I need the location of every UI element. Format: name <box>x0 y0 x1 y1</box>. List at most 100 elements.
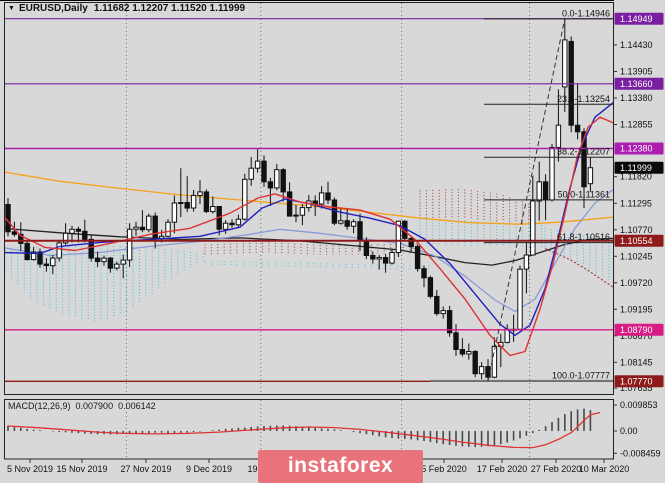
macd-pane[interactable] <box>7 408 601 449</box>
price-badge <box>614 161 664 174</box>
price-tick-label: 1.14430 <box>620 40 653 50</box>
candle-body[interactable] <box>370 255 376 260</box>
candle-body[interactable] <box>133 226 139 230</box>
candle-body[interactable] <box>581 131 587 188</box>
candle-body[interactable] <box>242 178 248 220</box>
candle-body[interactable] <box>11 231 18 235</box>
candle-body[interactable] <box>446 310 453 334</box>
candle-body[interactable] <box>62 232 69 244</box>
candle-body[interactable] <box>197 191 203 196</box>
candle-body[interactable] <box>75 228 82 232</box>
candle-body[interactable] <box>299 207 306 216</box>
candle-body[interactable] <box>190 194 197 209</box>
candle-body[interactable] <box>408 237 414 247</box>
price-axis[interactable]: 1.14430 1.13905 1.13380 1.12855 1.11820 1.112… <box>613 0 665 483</box>
candle-body[interactable] <box>293 214 299 217</box>
candle-body[interactable] <box>254 160 261 169</box>
candle-body[interactable] <box>466 351 472 355</box>
price-badge <box>614 323 664 336</box>
candle-body[interactable] <box>56 242 62 259</box>
candle-body[interactable] <box>286 191 293 217</box>
candle-body[interactable] <box>18 233 24 244</box>
candle-body[interactable] <box>472 351 478 375</box>
candle-body[interactable] <box>101 257 107 263</box>
candle-body[interactable] <box>478 366 485 375</box>
candle-body[interactable] <box>184 202 190 209</box>
candle-body[interactable] <box>280 169 286 193</box>
candle-body[interactable] <box>235 218 242 226</box>
candle-body[interactable] <box>261 160 267 183</box>
candle-body[interactable] <box>357 221 363 242</box>
candle-body[interactable] <box>178 202 184 204</box>
candlesticks[interactable] <box>5 18 594 381</box>
candle-body[interactable] <box>248 167 254 180</box>
candle-body[interactable] <box>50 257 56 267</box>
symbol-dropdown-icon[interactable]: ▼ <box>8 5 15 12</box>
candle-body[interactable] <box>146 215 152 231</box>
candle-body[interactable] <box>229 222 235 226</box>
candle-body[interactable] <box>24 242 30 261</box>
candle-body[interactable] <box>120 259 126 265</box>
candle-body[interactable] <box>491 345 498 378</box>
fib-level-label: 100.0-1.07777 <box>552 370 610 380</box>
candle-body[interactable] <box>171 202 178 223</box>
candle-body[interactable] <box>312 200 318 205</box>
candle-body[interactable] <box>344 220 350 227</box>
candle-body[interactable] <box>517 268 523 330</box>
candle-body[interactable] <box>222 222 229 230</box>
fib-level-label: 0.0-1.14946 <box>562 8 610 18</box>
candle-body[interactable] <box>459 349 466 355</box>
candle-body[interactable] <box>114 263 120 269</box>
candle-body[interactable] <box>325 192 331 201</box>
candle-body[interactable] <box>152 215 158 239</box>
candle-body[interactable] <box>126 228 133 261</box>
candle-body[interactable] <box>523 254 530 270</box>
time-tick-label: 17 Feb 2020 <box>477 464 528 474</box>
candle-body[interactable] <box>542 181 549 201</box>
candle-body[interactable] <box>30 251 37 261</box>
fib-level-label: 38.2-1.12207 <box>557 147 610 157</box>
candle-body[interactable] <box>139 226 146 231</box>
candle-body[interactable] <box>434 295 440 315</box>
candle-body[interactable] <box>88 238 94 259</box>
candle-body[interactable] <box>414 245 421 270</box>
time-tick-label: 5 Nov 2019 <box>7 464 53 474</box>
price-badge-label: 1.08790 <box>620 325 653 335</box>
candle-body[interactable] <box>82 230 88 240</box>
candle-body[interactable] <box>574 124 581 133</box>
candle-body[interactable] <box>555 124 562 148</box>
candle-body[interactable] <box>94 257 101 263</box>
candle-body[interactable] <box>549 147 555 201</box>
candle-body[interactable] <box>453 332 459 350</box>
candle-body[interactable] <box>318 192 325 205</box>
fibonacci-retracement[interactable]: 0.0-1.14946 23.6-1.13254 38.2-1.12207 50.0-… <box>430 8 613 382</box>
candle-body[interactable] <box>562 39 568 88</box>
candle-body[interactable] <box>274 169 280 189</box>
candle-body[interactable] <box>389 252 395 264</box>
candle-body[interactable] <box>350 221 357 227</box>
candle-body[interactable] <box>530 200 536 256</box>
candle-body[interactable] <box>267 181 274 189</box>
candle-body[interactable] <box>382 257 389 264</box>
candle-body[interactable] <box>421 268 427 279</box>
candle-body[interactable] <box>37 251 43 265</box>
candle-body[interactable] <box>427 277 434 297</box>
price-tick-label: 1.10245 <box>620 251 653 261</box>
price-badge-label: 1.10554 <box>620 236 653 246</box>
candle-body[interactable] <box>440 310 446 315</box>
candle-body[interactable] <box>536 181 542 202</box>
candle-body[interactable] <box>338 220 344 224</box>
fib-level-label: 50.0-1.11361 <box>558 189 610 199</box>
candle-body[interactable] <box>363 240 370 256</box>
candle-body[interactable] <box>107 257 114 269</box>
candle-body[interactable] <box>43 263 50 267</box>
candle-body[interactable] <box>395 220 402 253</box>
candle-body[interactable] <box>376 257 382 260</box>
candle-body[interactable] <box>587 167 594 185</box>
candle-body[interactable] <box>210 206 216 213</box>
candle-body[interactable] <box>203 191 210 213</box>
time-tick-label: 27 Feb 2020 <box>531 464 582 474</box>
candle-body[interactable] <box>5 204 11 233</box>
candle-body[interactable] <box>165 221 171 237</box>
candle-body[interactable] <box>69 228 75 234</box>
